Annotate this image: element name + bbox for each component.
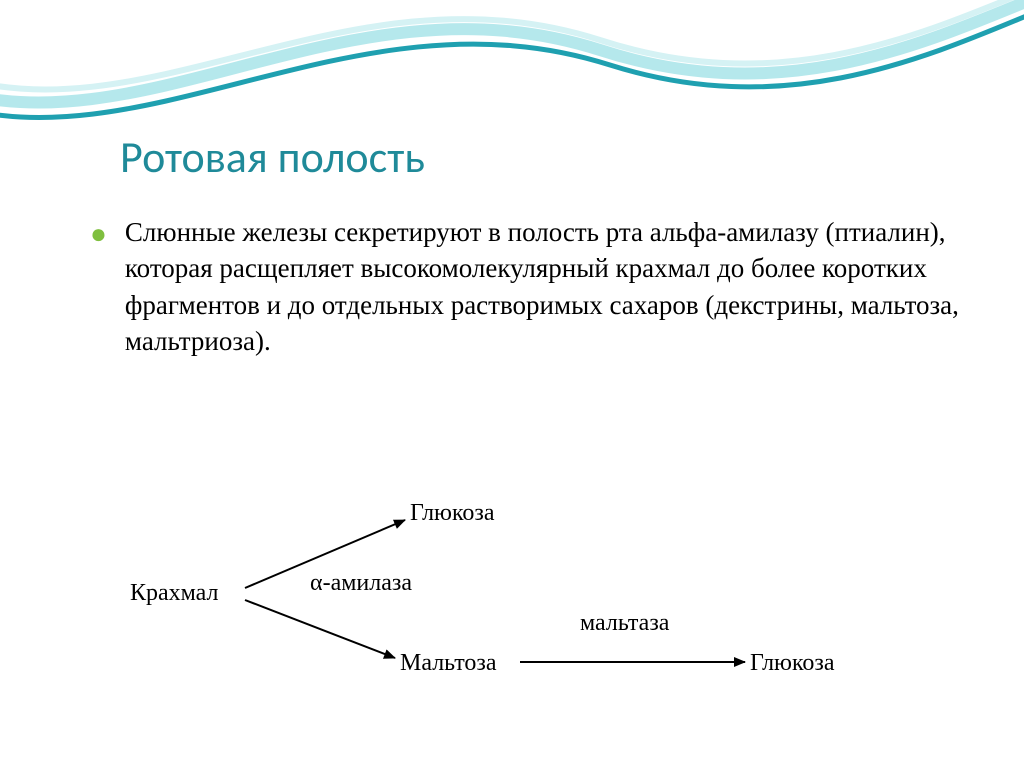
diagram-node-maltose: Мальтоза — [400, 650, 497, 677]
diagram-node-maltase: мальтаза — [580, 610, 669, 637]
wave-dark-path — [0, 0, 1024, 117]
slide-title: Ротовая полость — [120, 130, 960, 184]
diagram-node-starch: Крахмал — [130, 580, 219, 607]
diagram-arrows — [130, 500, 880, 720]
slide-content: Ротовая полость ● Слюнные железы секрети… — [80, 130, 960, 360]
diagram-node-glucose2: Глюкоза — [750, 650, 835, 677]
wave-light-path — [0, 0, 1024, 102]
bullet-block: ● Слюнные железы секретируют в полость р… — [90, 214, 960, 360]
diagram-edge-1 — [245, 600, 395, 658]
diagram-node-glucose1: Глюкоза — [410, 500, 495, 527]
body-text: Слюнные железы секретируют в полость рта… — [125, 214, 960, 360]
bullet-glyph: ● — [90, 218, 107, 252]
wave-light-path-2 — [0, 0, 1024, 89]
reaction-diagram: Крахмал Глюкоза α-амилаза Мальтоза мальтаза Г… — [130, 500, 880, 720]
diagram-node-amylase: α-амилаза — [310, 570, 412, 597]
